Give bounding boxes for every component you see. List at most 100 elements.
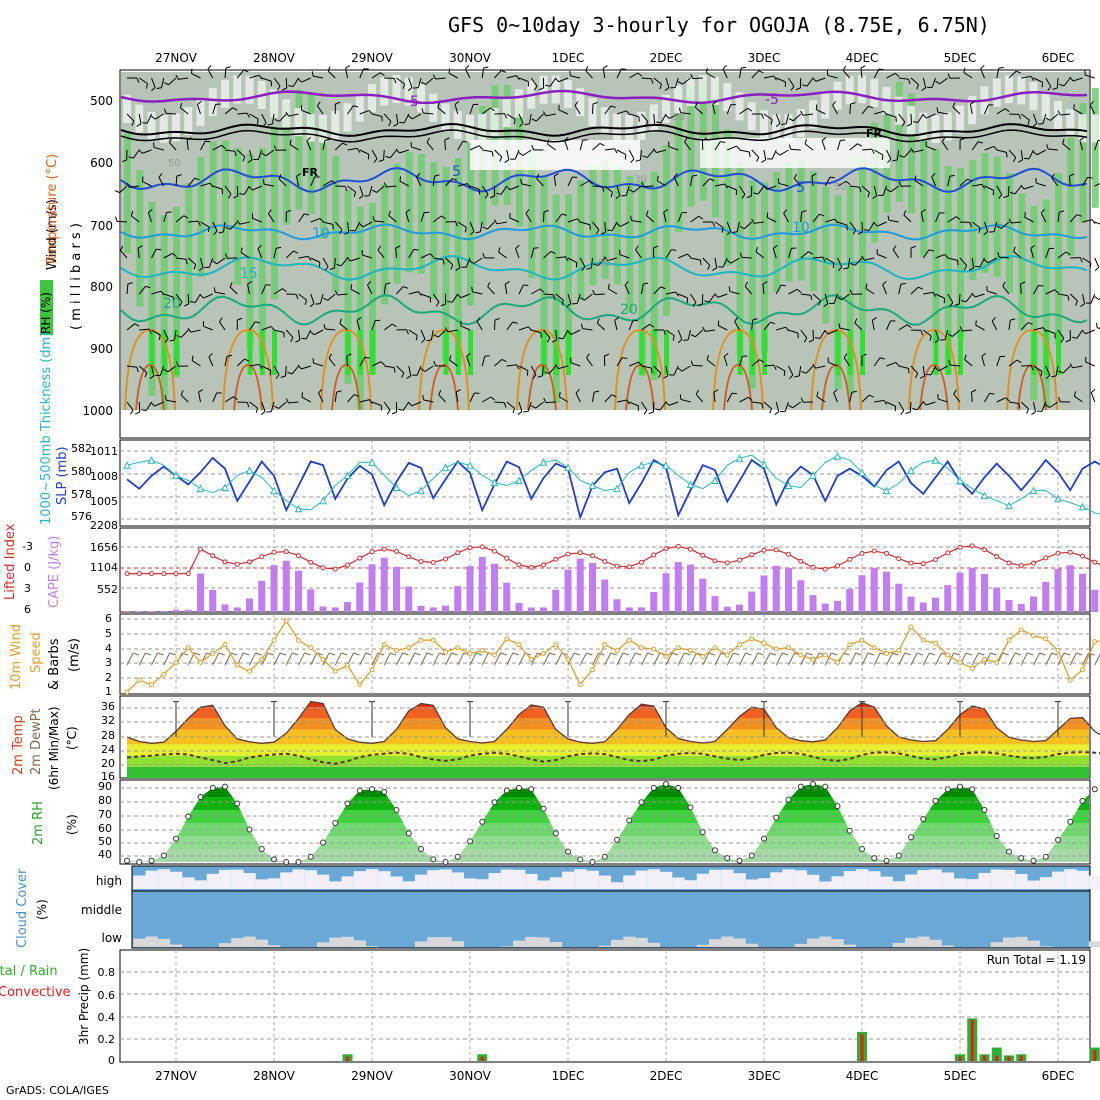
level-label: 1000	[82, 404, 113, 418]
wind-barb	[722, 257, 728, 268]
wind-barb-flag	[418, 291, 422, 296]
thickness-marker	[1005, 501, 1013, 510]
wind-barb-flag	[626, 399, 630, 405]
wind-barb-flag	[981, 352, 987, 357]
wind-barb	[730, 257, 740, 264]
wind-barb	[1020, 283, 1022, 295]
wind-barb-flag	[936, 107, 939, 113]
surface-barb	[739, 652, 746, 666]
wind-barb-flag	[156, 248, 162, 251]
wind-barb-flag	[190, 301, 196, 304]
wind-barb	[812, 256, 824, 259]
thickness-marker	[270, 486, 278, 495]
wind-barb-flag	[706, 354, 709, 361]
wind-barb	[1028, 149, 1034, 160]
li-marker	[528, 564, 534, 570]
wind-barb	[396, 286, 404, 295]
wind-barb-flag	[470, 230, 475, 236]
rh-marker	[173, 835, 179, 842]
rh-marker	[540, 805, 547, 812]
wind-barb	[469, 145, 480, 151]
wind-barb-flag	[1004, 108, 1010, 113]
wind-barb	[138, 77, 148, 85]
li-marker	[663, 546, 669, 552]
wind-barb-flag	[395, 148, 400, 154]
wind-barb	[416, 365, 422, 376]
wind-barb	[252, 217, 262, 223]
wind-barb-flag	[268, 209, 272, 214]
rh-dry-band	[674, 85, 683, 114]
surface-barb	[751, 652, 759, 666]
rh-marker	[1079, 797, 1086, 804]
date-label: 4DEC	[846, 1069, 879, 1083]
wind-barb	[1013, 251, 1022, 259]
rh-saturated-band	[762, 330, 767, 375]
wind-barb-flag	[295, 294, 299, 300]
wind-barb-flag	[1045, 374, 1051, 380]
wind-barb-flag	[804, 138, 807, 145]
wind-barb	[841, 293, 851, 301]
wind-barb-flag	[128, 156, 134, 159]
wind-barb	[126, 113, 135, 122]
wind-barb	[806, 77, 814, 87]
wind-barb	[653, 113, 656, 125]
rh-saturated-band	[455, 330, 461, 375]
wind-barb	[518, 365, 529, 372]
wind-barb	[790, 148, 801, 151]
wind-barb	[965, 293, 973, 303]
rh-marker	[846, 827, 853, 834]
wind-barb	[460, 293, 471, 299]
wind-barb	[1045, 77, 1052, 87]
temp-label-3: (6hr Min/Max)	[47, 707, 61, 791]
wind-barb	[962, 329, 973, 332]
wind-barb	[1094, 182, 1100, 187]
wind-barb	[455, 392, 459, 403]
wind-barb-flag	[882, 280, 887, 286]
rh-dry-band	[956, 105, 964, 134]
wind-barb-flag	[218, 231, 224, 234]
wind-barb	[1041, 401, 1047, 412]
wind-barb-flag	[770, 119, 773, 125]
rh-marker	[418, 846, 424, 852]
rh-marker	[638, 799, 645, 806]
wind-barb-flag	[465, 65, 470, 70]
cloud-high	[537, 880, 550, 889]
wind-barb-flag	[833, 388, 838, 394]
rh-marker	[320, 839, 326, 846]
wind-barb-flag	[967, 178, 972, 182]
wind-barb-flag	[846, 180, 851, 186]
li-marker	[1092, 559, 1098, 565]
wind-barb	[639, 149, 642, 160]
wind-barb-flag	[788, 404, 793, 409]
surface-barb-flag	[647, 652, 654, 656]
wind-barb-flag	[164, 108, 167, 114]
wind-barb	[555, 329, 558, 341]
rh-legend-swatch	[40, 280, 53, 335]
li-marker	[761, 547, 767, 553]
rh-moist-band	[908, 93, 915, 214]
wind-barb-flag	[601, 186, 605, 192]
wind-barb	[525, 213, 532, 223]
wind-barb-flag	[677, 367, 683, 372]
wind-barb-flag	[1024, 212, 1026, 218]
wind-barb-flag	[205, 140, 211, 143]
wind-barb-flag	[1010, 191, 1016, 195]
thickness-marker	[245, 466, 254, 474]
wind-barb	[898, 324, 908, 331]
li-axis-label: Lifted Index	[3, 523, 18, 600]
wind-barb	[567, 293, 572, 304]
date-label: 30NOV	[449, 51, 491, 65]
wind-barb	[991, 320, 998, 331]
cloud-high	[353, 871, 367, 889]
cape-bar	[576, 558, 584, 612]
li-marker	[969, 543, 975, 549]
wind-barb	[944, 329, 949, 340]
rh-marker	[773, 814, 780, 821]
surface-barb	[481, 652, 489, 666]
precip-convective-bar	[958, 1056, 962, 1061]
cloud-high	[390, 876, 403, 889]
wind-speed-marker	[1006, 637, 1012, 643]
thickness-marker	[809, 471, 817, 479]
cloud-high	[966, 879, 979, 889]
wind-barb-flag	[797, 288, 802, 294]
